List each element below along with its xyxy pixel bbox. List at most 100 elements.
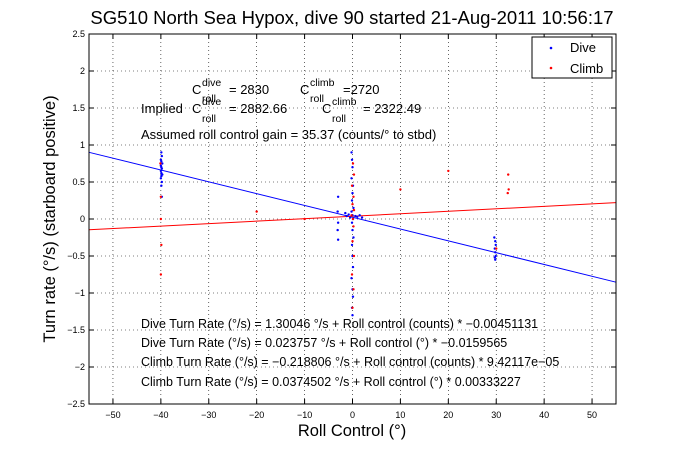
x-tick-label: −20	[249, 410, 264, 420]
point-dive	[159, 177, 163, 180]
x-tick-label: 50	[587, 410, 597, 420]
y-tick-label: 2	[80, 66, 85, 76]
x-tick-label: 20	[443, 410, 453, 420]
c-dive-sup: dive	[202, 77, 221, 89]
equation-climb-counts: Climb Turn Rate (°/s) = −0.218806 °/s + …	[141, 355, 559, 369]
point-climb	[159, 217, 163, 221]
c-climb-symbol: C	[300, 82, 309, 97]
c-dive-value: = 2830	[229, 82, 269, 97]
point-dive	[336, 228, 339, 232]
point-climb	[303, 217, 306, 221]
point-dive	[350, 177, 353, 180]
point-dive	[160, 160, 163, 163]
point-climb	[351, 203, 354, 206]
point-dive	[350, 199, 354, 202]
point-climb	[507, 173, 510, 176]
point-dive	[350, 158, 354, 161]
point-dive	[350, 221, 354, 224]
implied-climb-sub: roll	[332, 113, 346, 125]
point-dive	[160, 180, 164, 184]
point-dive	[350, 277, 353, 280]
point-dive	[336, 238, 340, 241]
point-climb	[495, 247, 498, 250]
point-dive	[336, 221, 340, 224]
x-tick-label: −50	[105, 410, 120, 420]
point-dive	[360, 216, 364, 219]
axis-ticks: −50 −40 −30 −20 −10 0 10 20 30 40 50−2.5−2−1.5−1−0…	[67, 29, 616, 420]
point-climb	[350, 273, 354, 276]
point-dive	[494, 258, 497, 261]
point-climb	[352, 225, 355, 228]
x-tick-label: 0	[350, 410, 355, 420]
point-dive	[345, 214, 348, 218]
point-climb	[159, 162, 162, 165]
implied-climb-value: = 2322.49	[363, 101, 421, 116]
legend-climb-label: Climb	[570, 61, 603, 76]
point-dive	[160, 184, 163, 187]
data-points	[159, 151, 510, 317]
point-dive	[347, 213, 350, 216]
y-tick-label: −2.5	[67, 399, 85, 409]
c-dive-sub: roll	[202, 93, 216, 105]
point-dive	[336, 210, 339, 213]
legend-box	[531, 36, 613, 79]
fit-equations: Dive Turn Rate (°/s) = 1.30046 °/s + Rol…	[141, 317, 559, 389]
y-tick-label: 1.5	[72, 103, 85, 113]
point-climb	[351, 240, 354, 243]
point-dive	[356, 215, 359, 218]
point-dive	[494, 240, 497, 243]
point-climb	[351, 306, 354, 309]
y-tick-label: −2	[75, 362, 85, 372]
y-tick-label: −1	[75, 288, 85, 298]
point-dive	[160, 167, 164, 170]
y-tick-label: −0.5	[67, 251, 85, 261]
point-dive	[350, 151, 353, 154]
equation-dive-counts: Dive Turn Rate (°/s) = 1.30046 °/s + Rol…	[141, 317, 538, 331]
chart-title: SG510 North Sea Hypox, dive 90 started 2…	[90, 7, 613, 28]
point-climb	[352, 173, 356, 176]
point-climb	[352, 195, 355, 198]
x-tick-label: 40	[539, 410, 549, 420]
y-axis-label: Turn rate (°/s) (starboard positive)	[41, 95, 59, 342]
point-dive	[352, 236, 355, 239]
point-dive	[351, 265, 355, 269]
x-tick-label: −10	[297, 410, 312, 420]
implied-dive-sup: dive	[202, 96, 221, 108]
implied-dive-sub: roll	[202, 113, 216, 125]
point-climb	[160, 243, 163, 247]
point-climb	[255, 210, 258, 213]
x-axis-label: Roll Control (°)	[298, 422, 406, 440]
point-climb	[350, 184, 354, 187]
point-dive	[159, 169, 163, 173]
y-tick-label: 0.5	[72, 177, 85, 187]
point-climb	[351, 162, 355, 165]
implied-dive-symbol: C	[192, 101, 201, 116]
x-tick-label: 10	[395, 410, 405, 420]
point-climb	[447, 169, 450, 173]
point-climb	[399, 188, 402, 191]
implied-dive-value: = 2882.66	[229, 101, 287, 116]
x-tick-label: −30	[201, 410, 216, 420]
point-dive	[354, 214, 357, 218]
point-dive	[161, 162, 164, 165]
legend-climb-marker	[549, 66, 553, 70]
y-tick-label: 0	[80, 214, 85, 224]
fit-line-dive-fit	[88, 151, 617, 283]
point-dive	[336, 195, 340, 198]
legend-dive-marker	[549, 46, 553, 50]
c-dive-symbol: C	[192, 82, 201, 97]
y-tick-label: −1.5	[67, 325, 85, 335]
point-dive	[493, 236, 496, 239]
point-climb	[350, 214, 353, 217]
c-climb-sub: roll	[310, 93, 324, 105]
point-dive	[160, 174, 163, 178]
point-climb	[507, 188, 510, 191]
x-tick-label: 30	[491, 410, 501, 420]
point-dive	[351, 191, 354, 195]
point-climb	[352, 288, 355, 291]
point-dive	[160, 154, 164, 158]
point-dive	[160, 151, 163, 154]
y-tick-label: 1	[80, 140, 85, 150]
point-dive	[350, 210, 353, 213]
